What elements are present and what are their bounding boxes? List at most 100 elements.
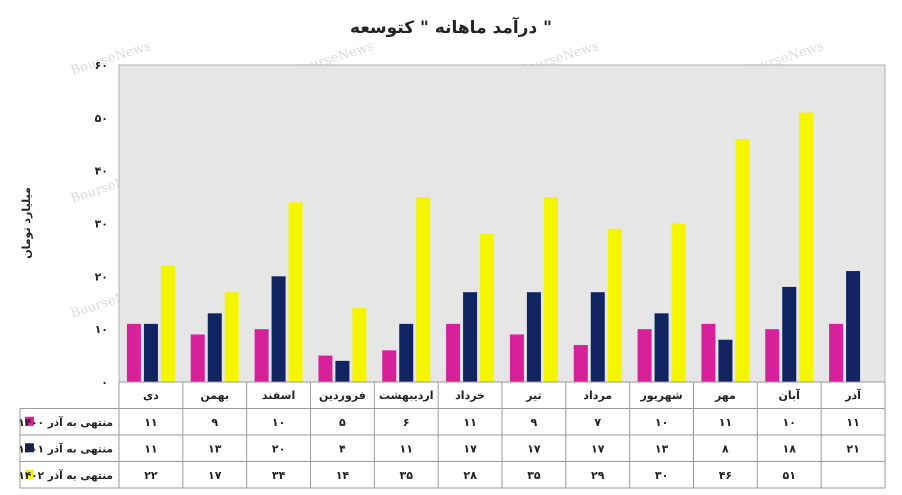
bar-1-3 — [254, 329, 269, 382]
bar-3-2 — [224, 292, 239, 382]
y-tick-label: ۵۰ — [95, 112, 108, 125]
bar-3-7 — [543, 197, 558, 382]
table-cell: ۱۰ — [272, 416, 285, 429]
category-label: آذر — [844, 388, 861, 402]
bar-3-4 — [352, 308, 367, 382]
y-tick-label: ۱۰ — [95, 323, 108, 336]
bar-2-9 — [654, 313, 669, 382]
y-axis-label: میلیارد تومان — [20, 187, 33, 259]
bar-1-10 — [701, 323, 716, 382]
table-cell: ۹ — [531, 416, 538, 429]
bar-2-4 — [335, 360, 350, 382]
table-cell: ۱۷ — [527, 442, 541, 455]
bar-2-12 — [846, 271, 861, 382]
table-cell: ۳۵ — [400, 469, 414, 482]
table-cell: ۱۳ — [655, 442, 669, 455]
category-label: اسفند — [262, 389, 295, 402]
table-cell: ۱۱ — [144, 442, 157, 455]
table-cell: ۷ — [594, 416, 601, 429]
category-label: بهمن — [200, 389, 229, 402]
y-tick-label: ۶۰ — [95, 59, 108, 72]
chart-title: درآمد ماهانه " کتوسعه " — [350, 16, 552, 38]
table-cell: ۱۷ — [591, 442, 605, 455]
legend-swatch-1 — [25, 416, 34, 426]
category-label: تیر — [525, 389, 541, 402]
category-label: فروردین — [319, 389, 366, 402]
table-cell: ۳۵ — [527, 469, 541, 482]
table-cell: ۲۲ — [144, 469, 158, 482]
y-tick-label: ۲۰ — [95, 270, 108, 283]
table-cell: ۱۷ — [208, 469, 222, 482]
table-cell: ۲۰ — [272, 442, 285, 455]
table-cell: ۲۱ — [846, 442, 859, 455]
bars — [126, 112, 861, 383]
bar-3-11 — [799, 112, 814, 383]
bar-2-5 — [399, 323, 414, 382]
bar-2-3 — [271, 276, 286, 382]
y-tick-label: ۰ — [101, 376, 108, 389]
table-cell: ۴ — [339, 442, 346, 455]
bar-3-9 — [671, 223, 686, 382]
y-tick-label: ۳۰ — [95, 218, 108, 231]
bar-1-8 — [573, 345, 588, 382]
category-label: آبان — [779, 388, 801, 402]
bar-3-8 — [607, 228, 622, 382]
category-label: دی — [143, 389, 159, 402]
table-cell: ۳۰ — [655, 469, 668, 482]
bar-2-6 — [463, 292, 478, 382]
category-label: شهریور — [639, 389, 682, 402]
table-cell: ۱۱ — [846, 416, 859, 429]
bar-1-12 — [829, 323, 844, 382]
bar-1-1 — [126, 323, 141, 382]
legend-swatch-2 — [25, 443, 34, 453]
table-cell: ۲۹ — [591, 469, 605, 482]
table-cell: ۱۱ — [463, 416, 476, 429]
legend-swatch-3 — [25, 469, 34, 479]
bar-3-5 — [416, 197, 431, 382]
bar-3-3 — [288, 202, 303, 382]
category-label: مهر — [714, 389, 736, 402]
bar-2-11 — [782, 286, 797, 382]
table-cell: ۴۶ — [719, 469, 732, 482]
bar-2-1 — [143, 323, 158, 382]
data-table: دی بهمن اسفند فروردین اردیبهشت خرداد تیر مرداد ش… — [18, 381, 886, 489]
category-label: اردیبهشت — [379, 389, 433, 402]
bar-3-6 — [480, 234, 495, 382]
bar-1-5 — [382, 350, 397, 382]
category-label: مرداد — [583, 389, 612, 402]
table-cell: ۱۳ — [208, 442, 222, 455]
bar-1-9 — [637, 329, 652, 382]
table-cell: ۱۸ — [783, 442, 797, 455]
bar-1-2 — [190, 334, 205, 382]
table-cell: ۵۱ — [783, 469, 796, 482]
table-cell: ۱۰ — [655, 416, 668, 429]
table-cell: ۱۰ — [783, 416, 796, 429]
bar-1-11 — [765, 329, 780, 382]
table-cell: ۳۴ — [272, 469, 286, 482]
table-cell: ۹ — [211, 416, 218, 429]
bar-2-2 — [207, 313, 222, 382]
table-cell: ۱۷ — [463, 442, 477, 455]
table-cell: ۵ — [339, 416, 346, 429]
y-axis-ticks: ۰ ۱۰ ۲۰ ۳۰ ۴۰ ۵۰ ۶۰ — [95, 59, 108, 389]
table-cell: ۱۱ — [400, 442, 413, 455]
table-cell: ۸ — [722, 442, 729, 455]
bar-2-10 — [718, 339, 733, 382]
legend-label-2: منتهی به آذر ۱۴۰۱ — [18, 442, 113, 455]
legend-label-3: منتهی به آذر ۱۴۰۲ — [18, 469, 113, 482]
table-cell: ۶ — [403, 416, 410, 429]
bar-3-10 — [735, 138, 750, 382]
table-cell: ۱۴ — [336, 469, 350, 482]
bar-1-7 — [509, 334, 524, 382]
bar-1-4 — [318, 355, 333, 382]
y-tick-label: ۴۰ — [95, 165, 108, 178]
legend-label-1: منتهی به آذر ۱۴۰۰ — [18, 416, 113, 429]
bar-1-6 — [446, 323, 461, 382]
table-cell: ۱۱ — [719, 416, 732, 429]
bar-2-8 — [590, 292, 605, 382]
category-label: خرداد — [455, 389, 485, 402]
table-cell: ۱۱ — [144, 416, 157, 429]
bar-2-7 — [526, 292, 541, 382]
table-cell: ۲۸ — [463, 469, 477, 482]
